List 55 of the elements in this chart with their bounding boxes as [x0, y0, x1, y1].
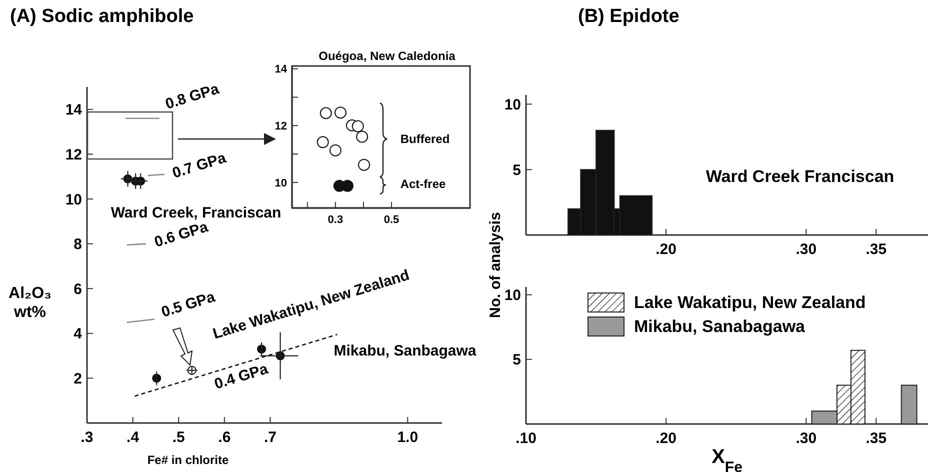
legend-label: Mikabu, Sanabagawa: [634, 317, 806, 336]
annotation: Ward Creek Franciscan: [706, 166, 894, 186]
x-tick-label: .35: [866, 430, 887, 447]
point: [329, 144, 342, 156]
y-tick-label: 14: [65, 102, 83, 119]
x-tick-label: 1.0: [397, 429, 418, 446]
y-tick-label: 5: [512, 162, 521, 179]
y-tick-label: 12: [274, 120, 287, 132]
x-tick-label: .30: [796, 430, 817, 447]
y-axis-title: Al₂O₃ wt%: [8, 285, 52, 321]
annotation: 0.4 GPa: [212, 360, 271, 393]
annotation: Mikabu, Sanbagawa: [334, 342, 477, 360]
point: [320, 107, 332, 120]
y-tick-label: 10: [274, 177, 287, 190]
x-tick-label: .30: [796, 241, 817, 258]
y-tick-label: 2: [74, 370, 82, 388]
point: [316, 136, 329, 148]
legend-label: Lake Wakatipu, New Zealand: [634, 293, 866, 312]
y-tick-label: 12: [65, 146, 82, 164]
y-tick-label: 4: [74, 326, 83, 343]
point: [342, 180, 354, 192]
point: [334, 106, 346, 119]
x-axis-title: X$_{Fe}$: [712, 446, 742, 472]
annotation: 0.5 GPa: [159, 288, 218, 321]
y-tick-label: 5: [512, 352, 521, 369]
point: [358, 158, 370, 171]
x-tick-label: .7: [264, 429, 276, 446]
annotation: Ward Creek, Franciscan: [110, 204, 282, 222]
annotation: Buffered: [400, 132, 450, 146]
y-tick-label: 6: [74, 280, 82, 298]
x-tick-label: .4: [126, 429, 140, 446]
y-tick-label: 10: [504, 96, 521, 114]
annotation: Act-free: [400, 177, 446, 192]
point: [352, 120, 364, 132]
annotation: 0.8 GPa: [163, 80, 222, 113]
x-tick-label: .20: [656, 241, 676, 258]
chart-title: (B) Epidote: [578, 6, 680, 27]
y-axis-title: No. of analysis: [487, 212, 504, 318]
x-tick-label: 0.3: [328, 214, 344, 226]
x-tick-label: .5: [172, 429, 185, 446]
chart-title: (A) Sodic amphibole: [10, 6, 194, 27]
x-tick-label: .10: [516, 430, 536, 447]
annotation: 0.7 GPa: [170, 149, 229, 182]
y-tick-label: 10: [504, 287, 521, 304]
chart-title: Ouégoa, New Caledonia: [318, 49, 456, 63]
x-axis-title: Fe# in chlorite: [147, 453, 229, 467]
x-tick-label: 0.5: [384, 214, 400, 226]
x-tick-label: .6: [218, 429, 231, 446]
y-tick-label: 8: [74, 236, 82, 254]
x-tick-label: .20: [656, 430, 676, 447]
x-tick-label: .3: [80, 429, 94, 446]
y-tick-label: 10: [65, 191, 82, 208]
x-tick-label: .35: [866, 241, 887, 258]
y-tick-label: 14: [274, 64, 288, 76]
point: [356, 130, 368, 143]
